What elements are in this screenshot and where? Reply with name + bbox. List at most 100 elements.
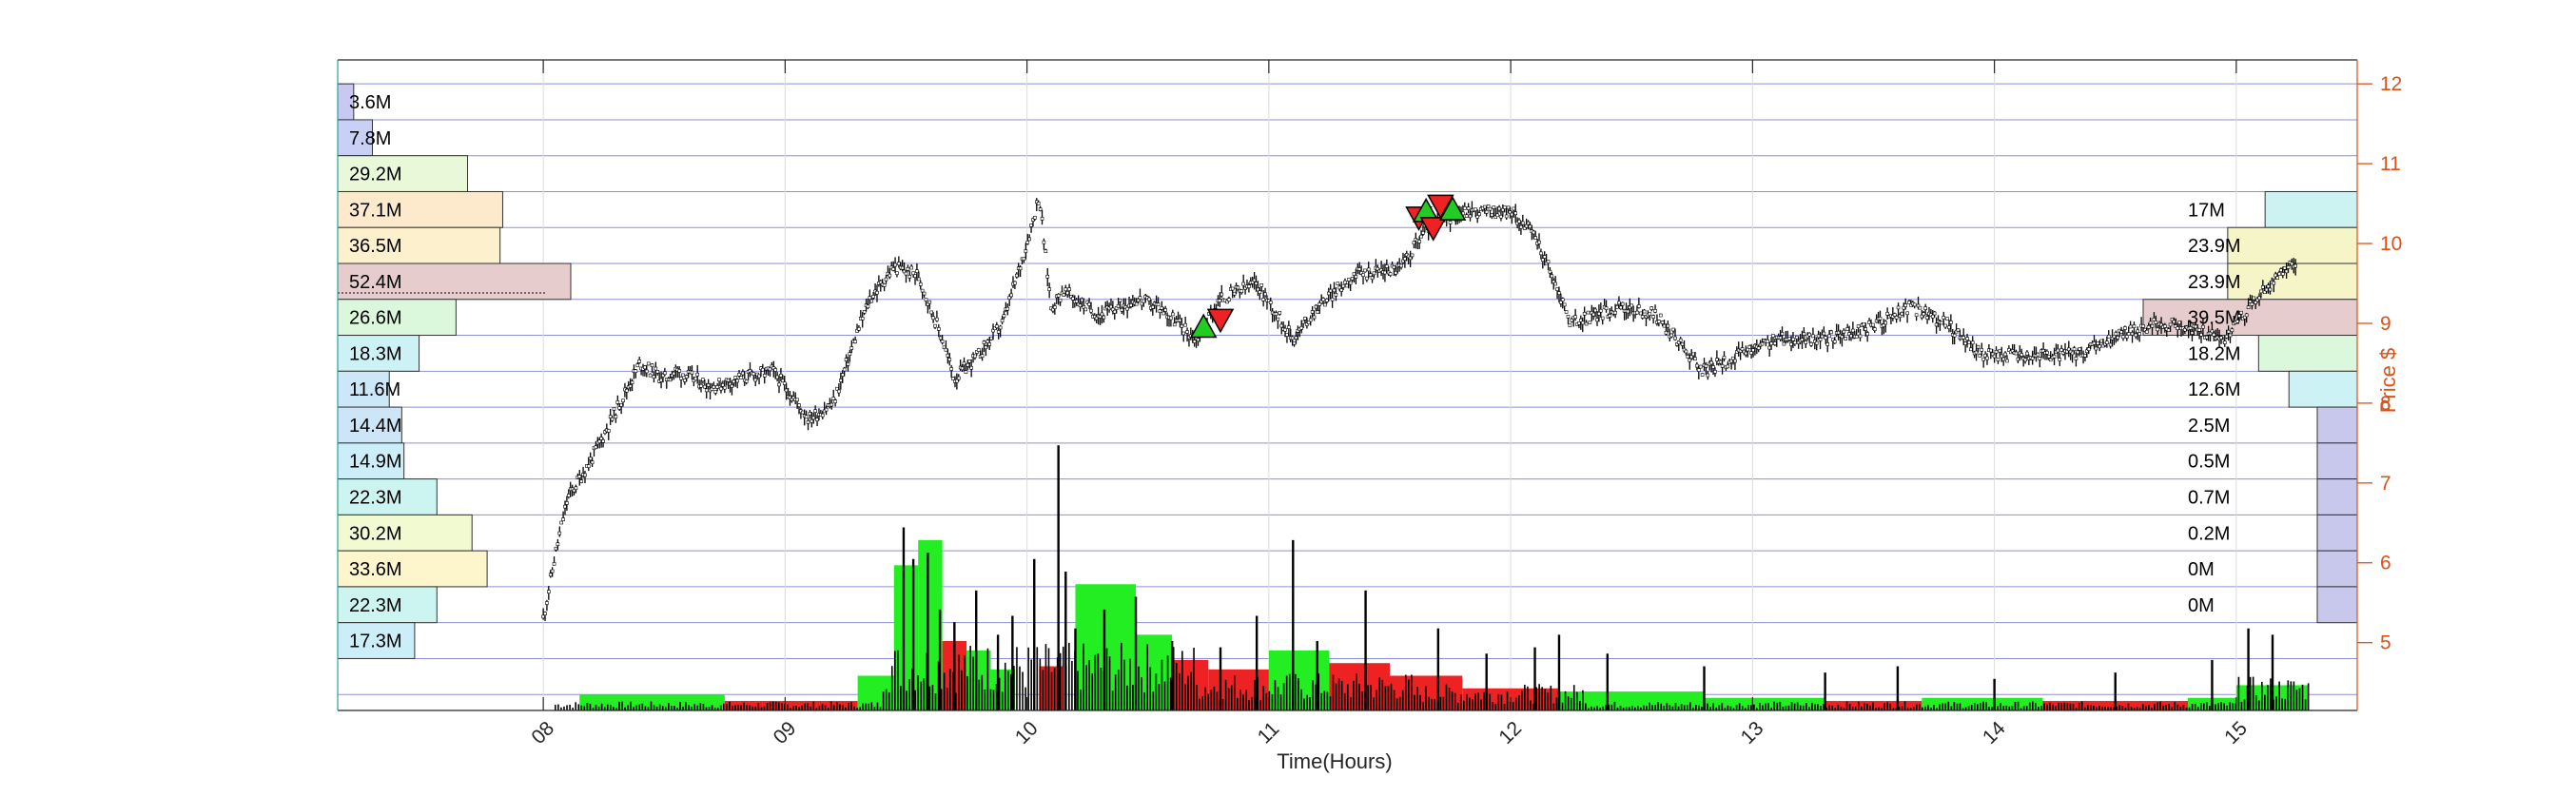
candle-body [1600, 316, 1605, 321]
candle-body [1346, 278, 1351, 282]
candle-body [648, 373, 653, 378]
candle-body [2190, 331, 2195, 335]
candle-body [1767, 345, 1771, 350]
candle-body [1713, 370, 1717, 374]
candle-body [1894, 316, 1899, 320]
profile-bar-right [2142, 299, 2358, 337]
candle-body [2116, 336, 2120, 340]
candle-body [964, 370, 968, 375]
candle-body [849, 346, 854, 350]
candle-body [815, 418, 819, 421]
candle-body [1619, 305, 1623, 310]
candle-body [1980, 347, 1984, 352]
candle-body [693, 377, 698, 381]
profile-bar-left [337, 406, 402, 444]
profile-bar-right [2316, 406, 2358, 444]
candle-body [1539, 251, 1543, 256]
candle-body [1804, 340, 1808, 344]
candle-body [1180, 324, 1184, 328]
profile-label-left: 52.4M [349, 272, 402, 293]
candle-body [2106, 335, 2111, 339]
candle-body [706, 383, 711, 387]
candle-body [2132, 324, 2137, 328]
candle-body [2036, 352, 2040, 357]
candle-body [927, 300, 932, 304]
candle-body [1989, 348, 1993, 353]
candle-body [960, 366, 965, 371]
profile-bar-right [2316, 514, 2358, 552]
candle-body [2052, 354, 2057, 359]
y-tick-label: 9 [2380, 313, 2391, 335]
candle-body [1499, 214, 1503, 219]
candle-body [1464, 214, 1469, 218]
x-axis-label: Time(Hours) [1277, 749, 1392, 773]
candle-body [2228, 333, 2233, 338]
candle-body [1528, 224, 1532, 229]
candle-body [931, 316, 935, 321]
candle-body [2188, 326, 2193, 330]
candle-body [646, 361, 651, 366]
candle-body [1185, 330, 1189, 334]
candle-body [2199, 333, 2203, 337]
candle-body [1930, 314, 1935, 319]
candle-body [917, 277, 921, 282]
profile-bar-right [2316, 586, 2358, 624]
candle-body [1704, 364, 1708, 368]
candle-body [962, 361, 966, 366]
candle-body [590, 460, 595, 465]
candle-body [2045, 350, 2049, 355]
candle-body [907, 275, 912, 279]
candle-body [548, 573, 553, 577]
candle-body [751, 372, 756, 376]
candle-body [1557, 291, 1561, 295]
candle-body [1608, 314, 1612, 318]
candle-body [1147, 297, 1151, 301]
candle-body [2235, 320, 2239, 323]
candle-body [1620, 301, 1625, 306]
candle-body [655, 370, 660, 374]
candle-body [1709, 360, 1713, 365]
candle-body [1693, 357, 1697, 361]
candle-body [1626, 309, 1630, 314]
candle-body [1118, 298, 1122, 302]
candle-body [2137, 332, 2141, 336]
candle-body [2105, 340, 2109, 344]
candle-body [955, 379, 959, 383]
candle-body [1169, 316, 1173, 321]
candle-body [1303, 317, 1307, 321]
candle-body [1484, 209, 1489, 214]
candle-body [1858, 334, 1863, 339]
profile-bar-left [337, 370, 390, 408]
candle-body [1196, 338, 1200, 342]
candle-body [1343, 280, 1347, 284]
candle-body [1524, 224, 1529, 228]
candle-body [1542, 255, 1547, 259]
candle-body [1669, 333, 1673, 338]
candle-body [1408, 256, 1413, 261]
candle-body [938, 336, 943, 340]
candle-body [808, 412, 812, 416]
candle-body [1512, 206, 1516, 211]
candle-body [2208, 331, 2213, 336]
candle-body [1301, 320, 1305, 324]
volume-bars [555, 445, 2310, 710]
candle-body [969, 365, 973, 370]
candle-body [2086, 347, 2091, 351]
candle-body [1403, 257, 1407, 261]
x-tick-label: 14 [1979, 717, 2010, 748]
candle-body [586, 464, 591, 468]
candle-body [1746, 347, 1750, 352]
candle-body [1160, 306, 1164, 310]
candle-body [1178, 318, 1182, 322]
candle-body [868, 296, 872, 301]
candle-body [1978, 354, 1982, 358]
candle-body [800, 410, 805, 415]
candle-body [806, 420, 810, 424]
candle-body [1316, 310, 1320, 314]
candle-body [2222, 340, 2227, 344]
candle-body [933, 323, 937, 328]
candle-body [1290, 336, 1295, 340]
candle-body [726, 378, 731, 382]
candle-body [2219, 336, 2223, 340]
candle-body [1292, 340, 1297, 345]
